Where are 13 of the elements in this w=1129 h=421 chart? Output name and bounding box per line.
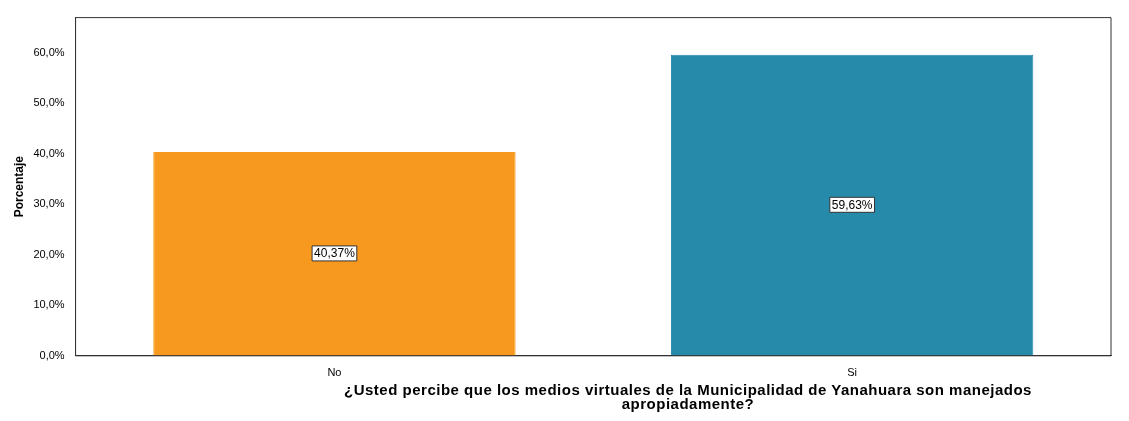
data-label: 59,63% [831, 197, 873, 212]
y-tick-label: 10,0% [33, 298, 65, 311]
y-tick-label: 60,0% [33, 45, 65, 58]
y-tick-label: 30,0% [33, 197, 65, 210]
y-tick-label: 20,0% [33, 247, 65, 260]
y-tick-label: 50,0% [33, 96, 65, 109]
data-label: 40,37% [314, 246, 356, 261]
x-tick-label: Si [847, 366, 858, 379]
y-axis-title: Porcentaje [11, 155, 26, 218]
y-tick-label: 0,0% [39, 348, 65, 361]
x-tick-label: No [327, 366, 342, 379]
x-axis-title: ¿Usted percibe que los medios virtuales de la Municipalidad de Yanahuara son manejados apropiadamente? [343, 381, 1033, 412]
y-tick-label: 40,0% [33, 146, 65, 159]
